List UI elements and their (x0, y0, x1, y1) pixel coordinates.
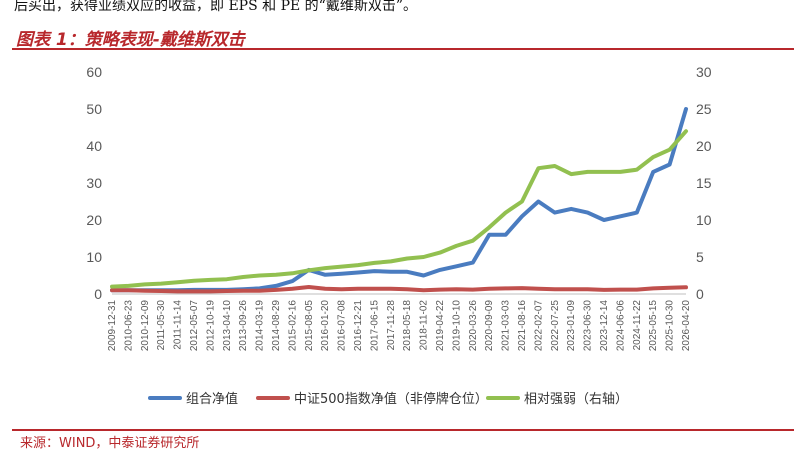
x-tick-label: 2011-05-30 (156, 300, 167, 351)
x-tick-label: 2019-10-10 (451, 300, 462, 352)
legend-label-2: 相对强弱（右轴） (524, 392, 628, 407)
x-tick-label: 2011-11-14 (173, 300, 184, 350)
y-left-tick-label: 10 (86, 249, 102, 265)
x-tick-label: 2025-10-30 (665, 300, 676, 352)
x-tick-label: 2023-06-30 (583, 300, 594, 352)
y-left-tick-label: 60 (86, 64, 102, 80)
y-right-tick-label: 10 (696, 212, 712, 228)
x-tick-label: 2021-08-16 (517, 300, 528, 352)
x-tick-label: 2023-01-09 (566, 300, 577, 352)
x-tick-label: 2017-06-15 (369, 300, 380, 352)
x-tick-label: 2026-04-20 (681, 300, 692, 352)
figure-title-bar: 图表 1：策略表现-戴维斯双击 (12, 24, 794, 50)
x-tick-label: 2019-04-22 (435, 300, 446, 352)
footer-divider (12, 429, 794, 431)
x-tick-label: 2022-07-25 (550, 300, 561, 352)
x-tick-label: 2018-11-02 (419, 300, 430, 351)
x-tick-label: 2014-03-19 (255, 300, 266, 352)
x-tick-label: 2013-09-26 (238, 300, 249, 352)
x-tick-label: 2020-09-09 (484, 300, 495, 352)
x-tick-label: 2010-12-09 (140, 300, 151, 352)
x-tick-label: 2009-12-31 (107, 300, 118, 352)
y-left-tick-label: 0 (94, 286, 102, 302)
x-tick-label: 2023-12-14 (599, 300, 610, 352)
x-tick-label: 2018-05-18 (402, 300, 413, 352)
series-line-1 (110, 285, 688, 294)
x-tick-label: 2015-08-05 (304, 300, 315, 352)
source-note: 来源：WIND，中泰证券研究所 (20, 436, 200, 451)
y-left-tick-label: 50 (86, 101, 102, 117)
x-tick-label: 2017-11-28 (386, 300, 397, 351)
x-tick-label: 2020-03-26 (468, 300, 479, 352)
series-lines (110, 107, 688, 294)
x-tick-label: 2012-10-19 (205, 300, 216, 352)
y-right-tick-label: 0 (696, 286, 704, 302)
x-tick-label: 2025-05-15 (648, 300, 659, 352)
series-line-0 (110, 107, 688, 293)
figure-title: 图表 1：策略表现-戴维斯双击 (16, 30, 245, 50)
y-right-tick-label: 25 (696, 101, 712, 117)
x-tick-label: 2024-11-22 (632, 300, 643, 351)
x-tick-label: 2024-06-06 (615, 300, 626, 352)
x-tick-label: 2013-04-10 (222, 300, 233, 352)
legend-label-0: 组合净值 (186, 391, 238, 407)
y-right-tick-label: 15 (696, 175, 712, 191)
x-tick-label: 2014-08-29 (271, 300, 282, 352)
x-tick-label: 2010-06-23 (123, 300, 134, 352)
x-tick-label: 2016-12-21 (353, 300, 364, 352)
series-line-2 (110, 129, 688, 289)
x-tick-label: 2016-07-08 (337, 300, 348, 352)
y-left-tick-label: 40 (86, 138, 102, 154)
x-tick-label: 2015-02-16 (287, 300, 298, 352)
y-left-tick-label: 20 (86, 212, 102, 228)
y-left-tick-label: 30 (86, 175, 102, 191)
y-right-tick-label: 20 (696, 138, 712, 154)
x-tick-label: 2012-05-07 (189, 300, 200, 352)
y-axis-right: 0 5 10 15 20 25 30 (696, 64, 712, 302)
x-tick-label: 2016-01-20 (320, 300, 331, 352)
legend: 组合净值 中证500指数净值（非停牌仓位） 相对强弱（右轴） (148, 391, 628, 407)
x-tick-label: 2021-03-03 (501, 300, 512, 352)
x-tick-label: 2022-02-07 (533, 300, 544, 352)
y-right-tick-label: 5 (696, 249, 704, 265)
intro-text: 后买出，获得业绩双应的收益，即 EPS 和 PE 的“戴维斯双击”。 (14, 0, 417, 14)
y-axis-left: 0 10 20 30 40 50 60 (86, 64, 102, 302)
line-chart: 0 10 20 30 40 50 60 0 5 10 15 20 25 30 2009-12-31 201… (86, 64, 712, 407)
x-axis: 2009-12-31 2010-06-23 2010-12-09 2011-05-30… (107, 300, 692, 352)
legend-label-1: 中证500指数净值（非停牌仓位） (294, 391, 488, 407)
y-right-tick-label: 30 (696, 64, 712, 80)
